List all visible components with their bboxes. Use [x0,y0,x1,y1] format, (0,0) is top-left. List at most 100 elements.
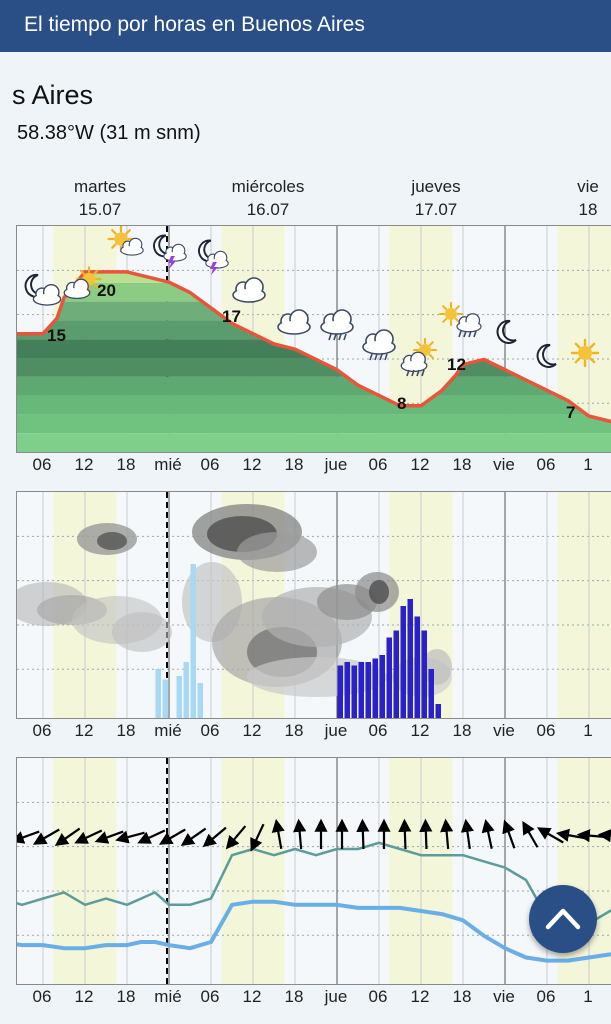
wind-direction-arrow [54,827,81,846]
axis-tick-label: jue [324,721,348,740]
rain-drop [468,330,472,338]
axis-tick-label: 12 [74,987,94,1006]
temperature-label: 17 [222,307,241,326]
temperature-chart[interactable]: 15 20 17 8 12 7 [16,225,611,453]
axis-tick-label: 18 [452,721,472,740]
wind-direction-arrow [202,826,227,848]
rain-drop [374,353,378,361]
cloud-cover-layer [17,504,452,697]
wind-direction-arrow [271,818,285,849]
temperature-band [17,301,611,321]
precip-bar-heavy [386,637,392,718]
axis-tick-label: jue [324,987,348,1006]
axis-tick-label: 06 [32,455,52,474]
cloud-cover-blob [369,580,389,604]
axis-tick-label: 12 [242,455,262,474]
daylight-band [557,492,611,718]
precip-bar-heavy [344,662,350,718]
precip-bar-light [183,662,189,718]
axis-tick-label: 06 [536,721,556,740]
axis-tick-label: 18 [284,987,304,1006]
temperature-label: 15 [47,326,66,345]
axis-tick-label: 06 [200,455,220,474]
rain-drop [458,330,462,338]
wind-gust-line [17,841,611,931]
wind-direction-arrow [356,818,370,850]
temperature-band [17,395,611,415]
wind-chart[interactable] [16,757,611,985]
axis-tick-label: 18 [116,721,136,740]
wind-direction-arrow [502,819,516,849]
wind-direction-arrow [597,829,611,843]
rain-drop [406,369,410,377]
precip-bar-heavy [428,669,434,718]
temperature-band [17,376,611,396]
rain-drop [421,369,425,377]
temperature-chart-svg: 15 20 17 8 12 7 [17,226,611,452]
axis-tick-label: 12 [242,987,262,1006]
axis-tick-label: 06 [536,987,556,1006]
axis-tick-label: vie [493,721,515,740]
precip-bar-heavy [421,630,427,718]
precip-bar-heavy [337,665,343,718]
precipitation-chart[interactable] [16,491,611,719]
rain-drop [411,369,415,377]
day-name: martes [74,177,126,196]
wind-speed-line [17,899,611,963]
axis-tick-label: 18 [452,987,472,1006]
rain-drop [333,333,337,341]
wind-direction-arrow [115,830,145,844]
cloud-icon [400,351,428,373]
page-title: El tiempo por horas en Buenos Aires [24,13,365,36]
wind-direction-arrow [137,829,166,844]
sun-icon [438,301,464,327]
axis-tick-label: 18 [284,455,304,474]
day-header-friday: vie 18 [528,175,611,221]
temperature-band [17,358,611,377]
cloud-cover-blob [97,532,127,550]
temperature-label: 20 [97,281,116,300]
precip-bar-heavy [400,606,406,718]
temperature-label: 8 [397,394,406,413]
day-date: 17.07 [414,200,458,219]
axis-tick-label: 12 [410,721,430,740]
precip-bar-heavy [435,704,441,718]
precip-bar-light [155,669,161,718]
rain-drop [338,333,342,341]
day-header-wednesday: miércoles 16.07 [208,175,328,221]
wind-axis-ticks: 06 12 18 mié 06 12 18 jue 06 12 18 vie 06 1 [0,987,611,1009]
wind-direction-arrow [522,820,539,848]
rain-drop [384,353,388,361]
day-name: vie [577,177,599,196]
precip-bar-light [190,564,196,718]
axis-tick-label: 06 [200,721,220,740]
cloud-icon [277,309,311,335]
rain-drop [416,369,420,377]
chevron-up-icon [545,908,581,930]
scroll-top-button[interactable] [529,885,597,953]
rain-drop [379,353,383,361]
precip-bar-light [197,683,203,718]
axis-tick-label: 12 [74,721,94,740]
cloud-icon [163,243,187,262]
temperature-band [17,339,611,358]
temperature-band [17,433,611,452]
wind-direction-arrow [293,818,307,850]
temperature-line [17,270,611,424]
precip-bar-light [176,676,182,718]
rain-drop [369,353,373,361]
cloud-icon [456,313,482,333]
wind-direction-arrow [419,818,433,850]
app-header: El tiempo por horas en Buenos Aires [0,0,611,52]
location-coords: 58.38°W (31 m snm) [17,122,201,144]
axis-tick-label: mié [154,455,182,474]
axis-tick-label: jue [324,455,348,474]
cloud-icon [362,329,396,355]
lightning-icon [168,256,176,269]
axis-tick-label: 12 [410,987,430,1006]
axis-tick-label: mié [154,987,182,1006]
precip-bar-heavy [379,655,385,718]
axis-tick-label: vie [493,455,515,474]
day-date: 15.07 [78,200,122,219]
cloud-icon [320,309,354,335]
